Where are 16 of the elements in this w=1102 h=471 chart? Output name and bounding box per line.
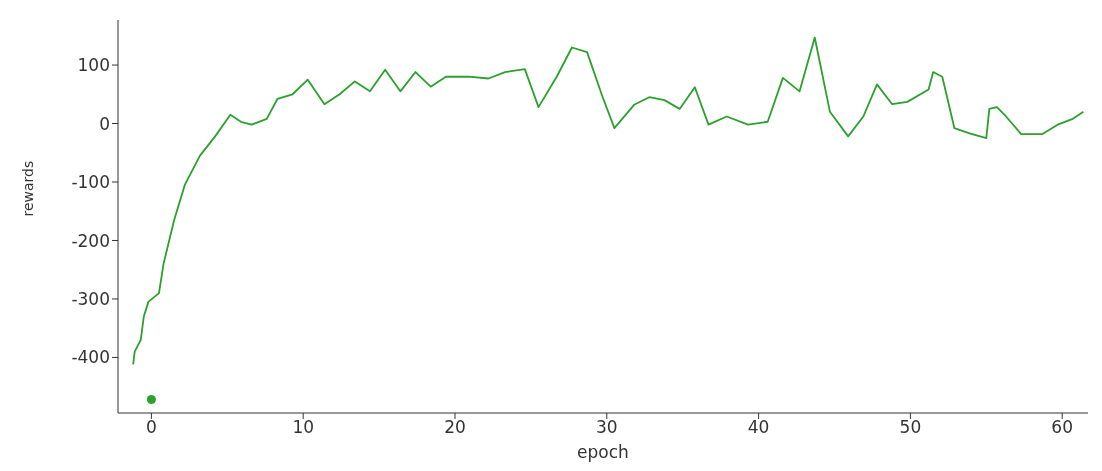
y-tick-label: -100 [71, 172, 110, 193]
y-tick-label: 100 [77, 55, 110, 76]
x-tick-label: 60 [1051, 417, 1074, 438]
y-tick-label: 0 [99, 113, 110, 134]
x-tick-label: 0 [145, 417, 157, 438]
x-tick-label: 30 [595, 417, 618, 438]
x-tick-label: 20 [444, 417, 466, 438]
x-axis-title: epoch [577, 442, 629, 462]
y-tick-label: -300 [71, 288, 110, 309]
x-tick-label: 40 [747, 417, 770, 438]
x-tick-label: 50 [899, 417, 922, 438]
y-tick-label: -200 [71, 230, 110, 251]
y-tick-label: -400 [71, 347, 110, 368]
y-axis-title: rewards [19, 160, 36, 217]
line-series [132, 36, 1085, 366]
x-tick-label: 10 [292, 417, 315, 438]
